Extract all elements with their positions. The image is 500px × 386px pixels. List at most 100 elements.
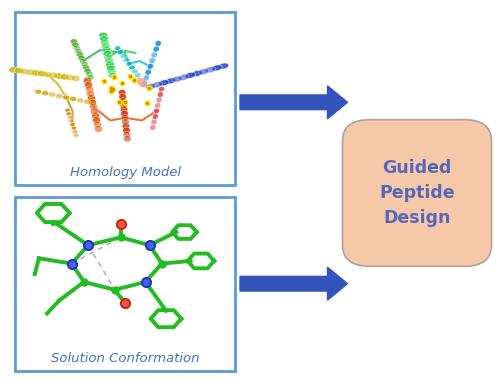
Ellipse shape: [70, 39, 78, 44]
Ellipse shape: [42, 91, 49, 96]
Ellipse shape: [153, 46, 160, 52]
Ellipse shape: [99, 32, 108, 38]
Ellipse shape: [155, 103, 160, 108]
Ellipse shape: [121, 115, 129, 121]
Ellipse shape: [122, 119, 130, 125]
Ellipse shape: [102, 47, 111, 52]
Ellipse shape: [100, 36, 108, 42]
Ellipse shape: [151, 52, 158, 58]
Ellipse shape: [172, 76, 182, 82]
Ellipse shape: [149, 58, 156, 64]
Ellipse shape: [90, 108, 98, 115]
Ellipse shape: [88, 99, 96, 106]
Ellipse shape: [74, 133, 79, 137]
Ellipse shape: [123, 58, 130, 62]
Ellipse shape: [114, 46, 121, 51]
Ellipse shape: [104, 58, 114, 63]
Ellipse shape: [156, 97, 162, 103]
Ellipse shape: [147, 63, 154, 69]
Text: Guided
Peptide
Design: Guided Peptide Design: [379, 159, 455, 227]
Ellipse shape: [137, 78, 147, 88]
Ellipse shape: [185, 72, 196, 78]
Ellipse shape: [80, 58, 86, 64]
Ellipse shape: [71, 126, 76, 130]
Ellipse shape: [120, 54, 126, 58]
Ellipse shape: [90, 103, 98, 110]
Ellipse shape: [32, 70, 40, 76]
Ellipse shape: [64, 108, 70, 112]
Ellipse shape: [129, 65, 136, 70]
Ellipse shape: [126, 61, 132, 66]
Ellipse shape: [66, 112, 71, 116]
FancyArrow shape: [240, 267, 348, 300]
Ellipse shape: [166, 78, 176, 84]
Ellipse shape: [102, 43, 110, 49]
Ellipse shape: [88, 95, 96, 102]
Ellipse shape: [56, 94, 63, 98]
Ellipse shape: [108, 72, 117, 78]
Ellipse shape: [106, 61, 114, 67]
Ellipse shape: [75, 49, 82, 54]
Ellipse shape: [118, 50, 124, 54]
Ellipse shape: [9, 67, 18, 73]
Ellipse shape: [86, 90, 94, 97]
Ellipse shape: [67, 115, 73, 119]
Ellipse shape: [81, 62, 88, 67]
Ellipse shape: [94, 125, 102, 132]
Ellipse shape: [123, 131, 130, 138]
Ellipse shape: [62, 95, 70, 100]
Ellipse shape: [150, 125, 156, 130]
Ellipse shape: [120, 106, 128, 113]
Ellipse shape: [145, 69, 152, 75]
Ellipse shape: [92, 112, 100, 119]
Ellipse shape: [14, 68, 24, 74]
Ellipse shape: [118, 89, 126, 96]
Ellipse shape: [72, 130, 78, 134]
Ellipse shape: [120, 98, 127, 104]
Ellipse shape: [37, 71, 46, 77]
Ellipse shape: [146, 83, 156, 90]
Ellipse shape: [84, 77, 92, 84]
Ellipse shape: [66, 74, 74, 81]
FancyArrow shape: [240, 86, 348, 119]
Text: Solution Conformation: Solution Conformation: [51, 352, 199, 365]
Ellipse shape: [192, 71, 202, 76]
Ellipse shape: [84, 68, 91, 73]
Text: Homology Model: Homology Model: [70, 166, 180, 179]
Ellipse shape: [132, 69, 138, 74]
Ellipse shape: [154, 108, 160, 114]
Ellipse shape: [87, 74, 94, 80]
Ellipse shape: [104, 54, 112, 60]
Ellipse shape: [205, 67, 216, 73]
Ellipse shape: [48, 92, 56, 97]
Ellipse shape: [212, 65, 222, 71]
Ellipse shape: [92, 117, 100, 124]
Ellipse shape: [60, 74, 69, 80]
Ellipse shape: [155, 41, 162, 46]
FancyBboxPatch shape: [342, 120, 492, 266]
Ellipse shape: [107, 69, 116, 74]
Ellipse shape: [178, 74, 189, 80]
Ellipse shape: [152, 81, 162, 88]
Ellipse shape: [20, 68, 29, 74]
Ellipse shape: [72, 75, 80, 81]
Ellipse shape: [76, 98, 84, 103]
Ellipse shape: [122, 123, 130, 129]
Ellipse shape: [70, 96, 77, 101]
Ellipse shape: [74, 45, 80, 51]
FancyBboxPatch shape: [15, 12, 235, 185]
Ellipse shape: [86, 86, 94, 93]
Ellipse shape: [54, 73, 63, 79]
Ellipse shape: [84, 99, 91, 104]
Ellipse shape: [43, 71, 52, 78]
Ellipse shape: [78, 55, 85, 60]
Ellipse shape: [198, 69, 209, 74]
Ellipse shape: [218, 63, 229, 69]
Ellipse shape: [152, 113, 158, 119]
Ellipse shape: [82, 65, 89, 70]
Ellipse shape: [34, 89, 42, 94]
Ellipse shape: [120, 102, 128, 108]
Ellipse shape: [158, 80, 169, 86]
Ellipse shape: [158, 92, 163, 97]
Ellipse shape: [134, 73, 141, 78]
